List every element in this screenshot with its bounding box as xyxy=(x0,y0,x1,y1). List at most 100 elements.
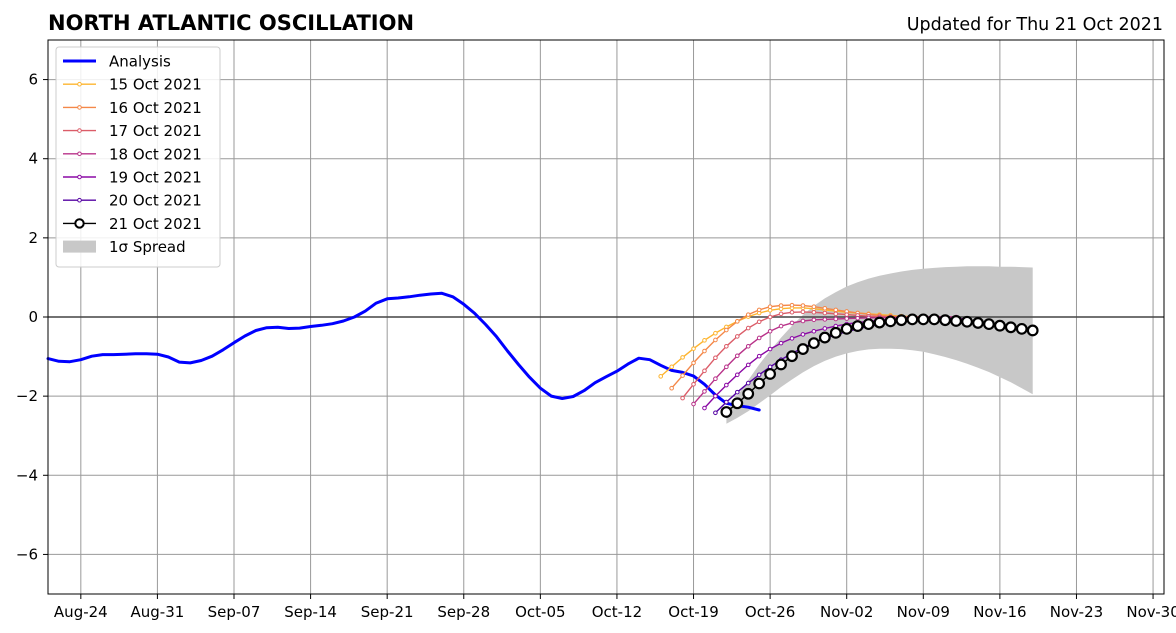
forecast-point xyxy=(702,348,707,354)
chart-subtitle: Updated for Thu 21 Oct 2021 xyxy=(907,15,1163,35)
forecast-point xyxy=(767,328,773,334)
current-forecast-point xyxy=(818,331,831,344)
current-forecast-point xyxy=(807,337,820,350)
x-tick-label: Nov-09 xyxy=(897,603,950,621)
forecast-point xyxy=(724,327,729,333)
current-forecast-point xyxy=(1015,322,1028,335)
legend-entry: 21 Oct 2021 xyxy=(63,215,202,233)
forecast-point xyxy=(789,320,795,326)
current-forecast-point xyxy=(993,319,1006,332)
forecast-point xyxy=(713,376,718,382)
forecast-point xyxy=(713,355,718,361)
forecast-point xyxy=(702,338,707,343)
legend-marker xyxy=(77,174,82,180)
forecast-point xyxy=(822,326,828,331)
forecast-point xyxy=(800,332,806,337)
legend-label: Analysis xyxy=(109,53,171,71)
forecast-point xyxy=(811,309,817,315)
forecast-point xyxy=(745,325,751,331)
legend-label: 1σ Spread xyxy=(109,238,186,256)
legend-marker xyxy=(77,197,82,203)
forecast-point xyxy=(833,307,839,313)
legend-entry: 1σ Spread xyxy=(63,238,186,256)
forecast-point xyxy=(691,346,696,351)
legend-label: 17 Oct 2021 xyxy=(109,122,202,140)
x-tick-label: Sep-07 xyxy=(208,603,261,621)
forecast-point xyxy=(822,305,828,311)
legend-entry: 19 Oct 2021 xyxy=(63,169,202,187)
legend-marker xyxy=(77,151,82,157)
x-tick-label: Nov-02 xyxy=(820,603,873,621)
legend-marker xyxy=(77,128,82,133)
current-forecast-point xyxy=(884,315,897,328)
current-forecast-point xyxy=(797,343,809,355)
current-forecast-point xyxy=(764,368,777,380)
forecast-point xyxy=(767,304,773,310)
forecast-point xyxy=(844,316,850,321)
forecast-point xyxy=(745,380,751,386)
y-tick-label: −2 xyxy=(16,387,38,405)
forecast-point xyxy=(756,307,762,313)
x-tick-label: Oct-19 xyxy=(668,603,718,621)
forecast-point xyxy=(844,312,850,317)
spread-area xyxy=(726,266,1033,424)
forecast-point xyxy=(669,364,674,370)
legend-label: 19 Oct 2021 xyxy=(109,169,202,187)
current-forecast-point xyxy=(939,314,952,327)
forecast-point xyxy=(745,362,751,368)
forecast-point xyxy=(702,368,707,374)
y-tick-label: −4 xyxy=(16,466,38,484)
legend: Analysis 15 Oct 2021 16 Oct 2021 17 Oct 202… xyxy=(55,46,221,268)
current-forecast-point xyxy=(851,320,864,333)
legend-swatch xyxy=(63,240,96,253)
forecast-point xyxy=(669,385,674,391)
forecast-point xyxy=(789,309,795,315)
x-tick-label: Nov-30 xyxy=(1126,603,1176,621)
x-tick-label: Oct-26 xyxy=(745,603,795,621)
current-forecast-point xyxy=(786,350,798,363)
current-forecast-point xyxy=(753,377,766,390)
current-forecast-point xyxy=(840,322,853,335)
forecast-point xyxy=(724,399,729,405)
chart-title: NORTH ATLANTIC OSCILLATION xyxy=(48,11,414,35)
current-forecast-point xyxy=(775,358,787,371)
analysis-line xyxy=(46,291,761,412)
forecast-point xyxy=(811,317,817,323)
current-forecast-point xyxy=(829,326,842,339)
forecast-point xyxy=(702,405,707,411)
legend-entry: 15 Oct 2021 xyxy=(63,76,202,94)
forecast-point xyxy=(756,335,762,341)
forecast-point xyxy=(778,303,784,308)
forecast-point xyxy=(745,343,751,349)
current-forecast-point xyxy=(906,313,919,326)
axis-ticks: Aug-24 Aug-31 Sep-07 Sep-14 Sep-21 Sep-28 Oct-… xyxy=(16,71,1176,621)
x-tick-label: Oct-12 xyxy=(592,603,642,621)
forecast-point xyxy=(778,340,784,346)
forecast-point xyxy=(713,410,718,416)
forecast-point xyxy=(745,312,751,317)
forecast-point xyxy=(800,318,806,324)
legend-label: 21 Oct 2021 xyxy=(109,215,202,233)
legend-entry: 18 Oct 2021 xyxy=(63,145,202,163)
y-tick-label: −6 xyxy=(16,545,38,563)
forecast-point xyxy=(724,343,729,349)
forecast-point xyxy=(691,401,696,407)
legend-entry: Analysis xyxy=(63,53,171,71)
forecast-point xyxy=(767,314,773,320)
legend-box xyxy=(55,46,221,268)
forecast-point xyxy=(811,304,817,310)
x-tick-label: Aug-31 xyxy=(131,603,185,621)
current-forecast-point xyxy=(720,406,733,418)
forecast-point xyxy=(734,372,740,378)
forecast-point xyxy=(713,330,718,336)
forecast-point xyxy=(767,346,773,352)
forecast-point xyxy=(822,317,828,322)
x-tick-label: Sep-21 xyxy=(361,603,414,621)
forecast-point xyxy=(756,319,762,325)
forecast-point xyxy=(724,382,729,388)
forecast-point xyxy=(822,310,828,316)
current-forecast-series xyxy=(720,313,1039,418)
analysis-series xyxy=(46,291,761,412)
current-forecast-point xyxy=(961,315,973,328)
forecast-point xyxy=(713,337,718,343)
